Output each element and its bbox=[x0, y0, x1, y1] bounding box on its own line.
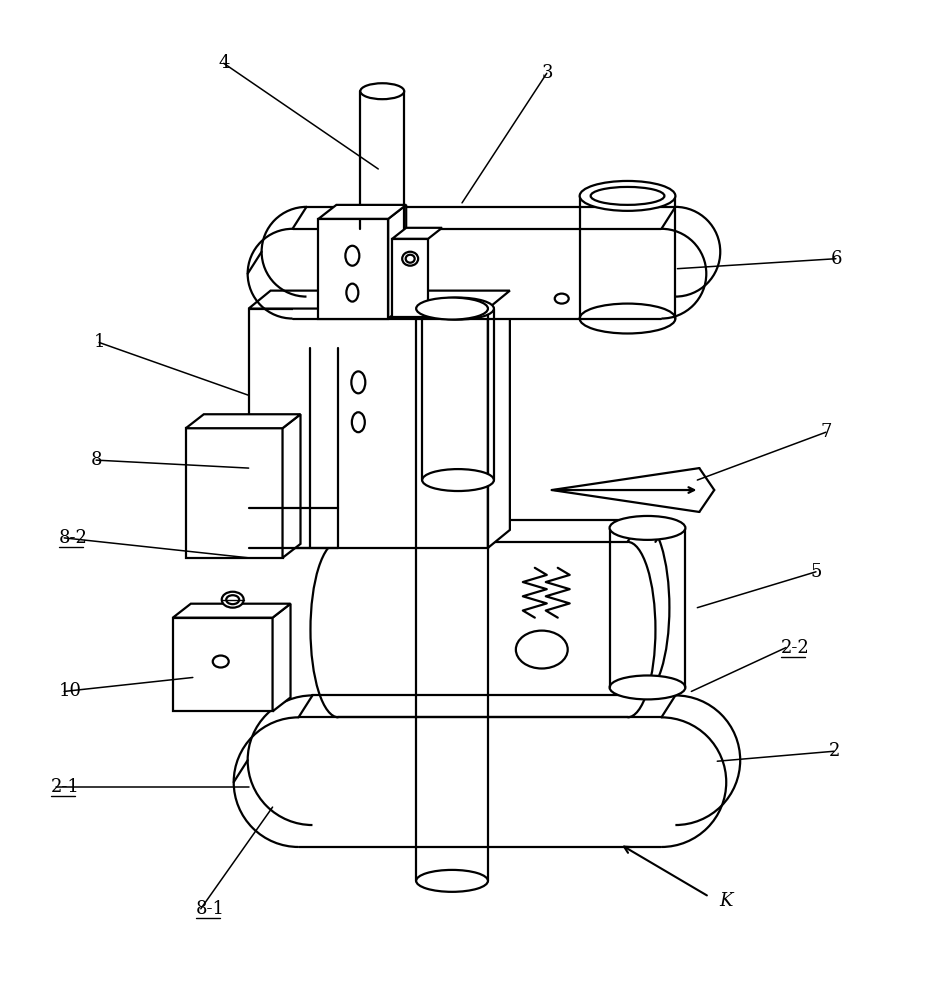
Ellipse shape bbox=[555, 294, 569, 304]
Text: 10: 10 bbox=[59, 682, 83, 700]
Ellipse shape bbox=[213, 656, 229, 668]
Ellipse shape bbox=[222, 592, 243, 608]
Polygon shape bbox=[393, 228, 442, 239]
Polygon shape bbox=[393, 239, 428, 317]
Ellipse shape bbox=[416, 298, 488, 320]
Ellipse shape bbox=[516, 631, 568, 669]
Polygon shape bbox=[249, 291, 510, 309]
Text: 2: 2 bbox=[829, 742, 840, 760]
Ellipse shape bbox=[591, 187, 665, 205]
Text: 8: 8 bbox=[91, 451, 102, 469]
Text: 7: 7 bbox=[821, 423, 832, 441]
Polygon shape bbox=[299, 717, 661, 847]
Text: 2-2: 2-2 bbox=[781, 639, 809, 657]
Ellipse shape bbox=[402, 252, 418, 266]
Ellipse shape bbox=[416, 870, 488, 892]
Text: 2-1: 2-1 bbox=[52, 778, 80, 796]
Ellipse shape bbox=[346, 284, 359, 302]
Polygon shape bbox=[388, 205, 407, 319]
Polygon shape bbox=[318, 219, 388, 319]
Text: 4: 4 bbox=[219, 54, 230, 72]
Polygon shape bbox=[318, 205, 407, 219]
Polygon shape bbox=[186, 414, 300, 428]
Text: K: K bbox=[719, 892, 732, 910]
Text: 8-1: 8-1 bbox=[196, 900, 224, 918]
Text: 1: 1 bbox=[94, 333, 105, 351]
Text: 5: 5 bbox=[811, 563, 823, 581]
Ellipse shape bbox=[226, 595, 239, 604]
Polygon shape bbox=[173, 604, 290, 618]
Text: 8-2: 8-2 bbox=[59, 529, 88, 547]
Polygon shape bbox=[293, 229, 661, 319]
Polygon shape bbox=[488, 291, 510, 548]
Ellipse shape bbox=[352, 412, 365, 432]
Ellipse shape bbox=[609, 675, 685, 699]
Ellipse shape bbox=[423, 469, 494, 491]
Ellipse shape bbox=[609, 516, 685, 540]
Polygon shape bbox=[272, 604, 290, 711]
Polygon shape bbox=[186, 428, 283, 558]
Polygon shape bbox=[249, 309, 488, 548]
Polygon shape bbox=[283, 414, 300, 558]
Text: 6: 6 bbox=[831, 250, 842, 268]
Ellipse shape bbox=[579, 304, 675, 333]
Ellipse shape bbox=[423, 298, 494, 320]
Ellipse shape bbox=[361, 83, 404, 99]
Ellipse shape bbox=[361, 221, 404, 237]
Ellipse shape bbox=[579, 181, 675, 211]
Ellipse shape bbox=[406, 255, 415, 263]
Polygon shape bbox=[173, 618, 272, 711]
Text: 3: 3 bbox=[542, 64, 553, 82]
Ellipse shape bbox=[346, 246, 360, 266]
Ellipse shape bbox=[351, 371, 365, 393]
